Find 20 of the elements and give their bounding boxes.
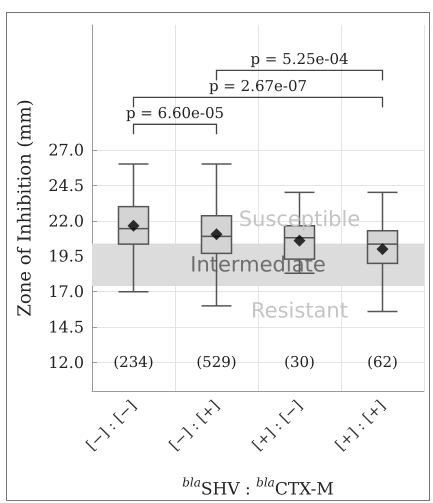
annotation: p = 6.60e-05 [126, 104, 224, 122]
y-tick-label: 17.0 [48, 282, 84, 302]
x-tick-label: [−] : [−] [82, 396, 140, 454]
y-tick-label: 12.0 [48, 353, 84, 372]
annotation: p = 2.67e-07 [208, 76, 308, 95]
y-tick-label: 27.0 [48, 140, 84, 160]
annotation: Resistant [251, 298, 348, 323]
annotation: (234) [113, 353, 154, 371]
annotation: (529) [196, 353, 237, 371]
x-tick-label: [−] : [+] [166, 396, 223, 454]
y-tick-label: 22.0 [48, 211, 84, 230]
x-tick-label: [+] : [−] [248, 396, 306, 454]
y-axis-title: Zone of Inhibition (mm) [14, 99, 36, 317]
y-tick-label: 14.5 [48, 318, 84, 337]
y-tick-label: 19.5 [48, 246, 84, 266]
x-tick-label: [+] : [+] [332, 396, 389, 454]
annotation: p = 5.25e-04 [250, 50, 349, 68]
annotation: (62) [367, 353, 398, 371]
y-tick-label: 24.5 [48, 176, 84, 195]
annotation: (30) [284, 353, 315, 371]
